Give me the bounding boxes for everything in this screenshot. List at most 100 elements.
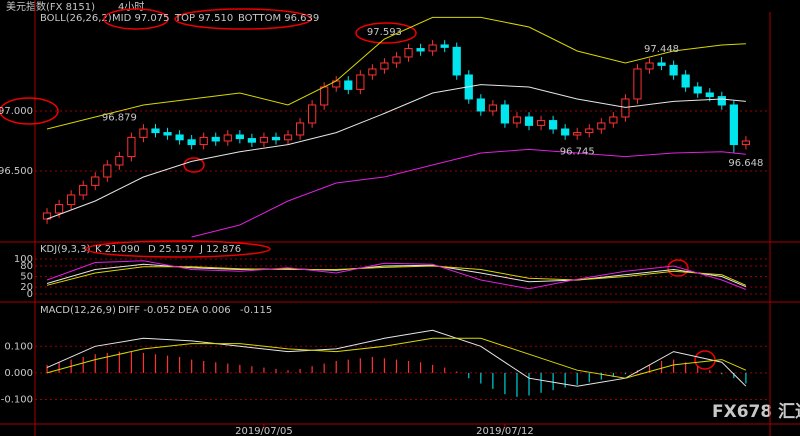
candle-body [416, 48, 425, 52]
y-tick-label: 96.500 [0, 166, 33, 177]
y-tick-label: 20 [20, 282, 33, 293]
highlight [174, 8, 312, 30]
candle-body [115, 156, 124, 166]
highlight [0, 97, 59, 125]
legend-entry: MID 97.075 [112, 13, 169, 24]
y-tick-label: 80 [20, 261, 33, 272]
candle-body [705, 92, 714, 98]
y-tick-label: 100 [14, 254, 33, 265]
candle-body [308, 104, 317, 124]
candle-body [573, 132, 582, 136]
candle-body [139, 128, 148, 138]
candle-body [320, 86, 329, 106]
indicator-line [46, 16, 746, 130]
candle-body [79, 184, 88, 196]
candle-body [368, 68, 377, 76]
macd-title: MACD(12,26,9) [40, 305, 116, 316]
instrument-title: 美元指数(FX 8151) [6, 0, 95, 13]
highlight [183, 157, 205, 173]
candle-body [392, 56, 401, 64]
candle-body [512, 116, 522, 124]
candle-body [597, 122, 606, 130]
candle-body [476, 98, 485, 112]
candle-body [440, 44, 449, 48]
candle-body [609, 116, 618, 124]
candle-body [187, 139, 196, 146]
candle-body [223, 134, 232, 142]
price-annotation: 97.448 [644, 44, 679, 55]
candle-body [54, 204, 64, 214]
price-annotation: 96.745 [560, 147, 595, 158]
candle-body [295, 122, 305, 136]
candle-body [103, 164, 112, 178]
legend-entry: BOTTOM 96.639 [238, 13, 319, 24]
candle-body [717, 96, 726, 106]
indicator-line [46, 84, 746, 220]
candle-body [344, 80, 353, 90]
macd-value: -0.115 [240, 305, 272, 316]
candle-body [247, 138, 257, 143]
highlight [103, 8, 169, 30]
indicator-line [46, 265, 747, 286]
date-label: 2019/07/12 [476, 426, 534, 436]
price-annotation: 97.593 [367, 27, 402, 38]
legend-entry: K 21.090 [95, 244, 140, 255]
candle-body [621, 98, 630, 118]
indicator-title: BOLL(26,26,2) [40, 13, 112, 24]
candle-body [500, 104, 510, 124]
legend-entry: DEA 0.006 [178, 305, 231, 316]
candle-body [91, 176, 100, 186]
candle-body [163, 132, 172, 136]
candle-body [67, 194, 76, 206]
candle-body [271, 136, 281, 141]
period: 4小时 [118, 1, 144, 13]
candle-body [356, 74, 365, 90]
candle-body [259, 136, 269, 143]
indicator-line [46, 263, 747, 288]
candle-body [283, 134, 293, 141]
highlight [667, 259, 689, 277]
candle-body [561, 128, 570, 136]
candle-body [657, 62, 666, 66]
candle-body [404, 48, 413, 58]
candle-body [151, 128, 160, 134]
candle-body [549, 120, 558, 130]
y-tick-label: 50 [20, 272, 33, 283]
candle-body [669, 64, 678, 76]
legend-entry: J 12.876 [199, 244, 241, 255]
indicator-line [46, 329, 747, 387]
highlight [355, 22, 417, 44]
candle-body [633, 68, 642, 100]
candle-body [235, 134, 244, 140]
candle-body [488, 104, 497, 112]
candle-body [175, 134, 184, 141]
legend-entry: DIFF -0.052 [118, 305, 176, 316]
candle-body [585, 128, 594, 134]
highlight [85, 240, 271, 258]
candle-body [536, 120, 546, 126]
candle-body [428, 44, 437, 52]
y-tick-label: 0.000 [4, 368, 33, 379]
price-annotation: 96.648 [728, 158, 763, 169]
kdj-title: KDJ(9,3,3) [40, 244, 91, 255]
candle-body [524, 116, 534, 126]
candle-body [452, 46, 461, 76]
legend-entry: TOP 97.510 [174, 13, 233, 24]
candle-body [380, 62, 389, 70]
y-tick-label: 0.100 [4, 341, 33, 352]
candle-body [693, 86, 702, 94]
y-tick-label: 97.000 [0, 106, 33, 117]
legend-entry: D 25.197 [148, 244, 194, 255]
indicator-line [46, 337, 747, 379]
candle-body [741, 140, 751, 146]
candle-body [645, 62, 654, 70]
date-label: 2019/07/05 [235, 426, 293, 436]
y-tick-label: -0.100 [1, 395, 33, 406]
candle-body [729, 104, 738, 146]
y-tick-label: 0 [27, 289, 33, 300]
candle-body [681, 74, 690, 88]
price-annotation: 96.879 [102, 112, 137, 123]
